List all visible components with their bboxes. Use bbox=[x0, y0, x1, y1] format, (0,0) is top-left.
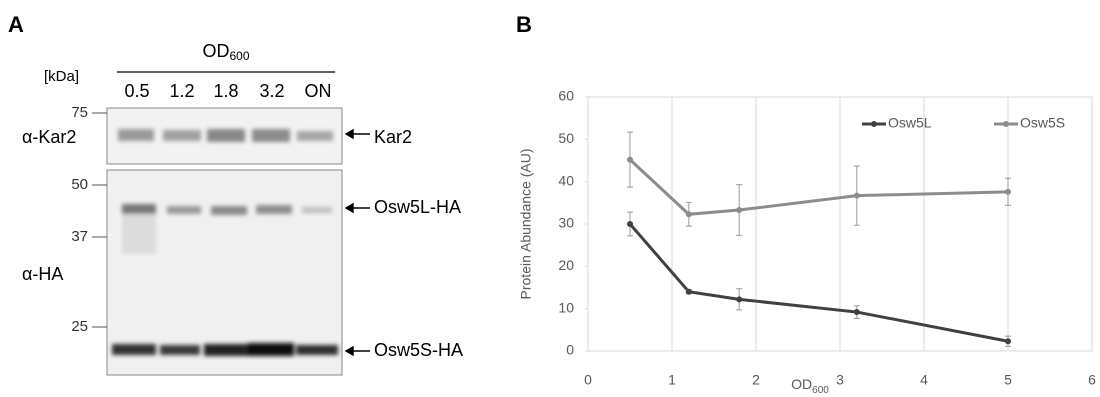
series-line bbox=[630, 224, 1008, 341]
x-axis-label: OD600 bbox=[791, 376, 829, 396]
lane-label: 1.8 bbox=[213, 81, 238, 101]
od-label: OD600 bbox=[202, 41, 249, 63]
kda-label: [kDa] bbox=[44, 68, 79, 85]
figure: A OD600 [kDa] B Protein Abundance (AU) O… bbox=[0, 0, 1100, 397]
lane-label: 0.5 bbox=[124, 81, 149, 101]
x-tick-label: 4 bbox=[920, 372, 928, 388]
x-label-subscript: 600 bbox=[812, 385, 829, 396]
legend-marker bbox=[871, 121, 877, 127]
x-tick-label: 5 bbox=[1004, 372, 1012, 388]
marker-label: 37 bbox=[71, 228, 88, 245]
legend-label: Osw5S bbox=[1020, 115, 1065, 131]
point bbox=[736, 296, 742, 302]
point bbox=[1005, 189, 1011, 195]
y-tick-label: 0 bbox=[566, 342, 574, 358]
point bbox=[627, 221, 633, 227]
x-tick-label: 3 bbox=[836, 372, 844, 388]
od-subscript: 600 bbox=[229, 49, 249, 63]
marker-label: 25 bbox=[71, 318, 88, 335]
band-label: Osw5S-HA bbox=[374, 340, 463, 360]
marker-label: 75 bbox=[71, 104, 88, 121]
antibody-label: α-Kar2 bbox=[22, 127, 76, 147]
x-tick-label: 2 bbox=[752, 372, 760, 388]
series-line bbox=[630, 160, 1008, 215]
panel-label: A bbox=[8, 12, 24, 37]
lane-label: ON bbox=[305, 81, 332, 101]
y-tick-label: 40 bbox=[558, 172, 574, 188]
antibody-label: α-HA bbox=[22, 264, 63, 284]
marker-label: 50 bbox=[71, 176, 88, 193]
point bbox=[627, 157, 633, 163]
y-tick-label: 60 bbox=[558, 88, 574, 104]
point bbox=[854, 193, 860, 199]
legend-marker bbox=[1003, 121, 1009, 127]
point bbox=[854, 309, 860, 315]
point bbox=[736, 207, 742, 213]
band-label: Kar2 bbox=[374, 127, 412, 147]
point bbox=[1005, 338, 1011, 344]
panel-label: B bbox=[516, 12, 532, 37]
y-tick-label: 50 bbox=[558, 130, 574, 146]
point bbox=[686, 211, 692, 217]
y-axis-label: Protein Abundance (AU) bbox=[518, 149, 534, 300]
lane-label: 1.2 bbox=[169, 81, 194, 101]
arrows bbox=[346, 130, 370, 355]
x-label-text: OD bbox=[791, 376, 812, 392]
point bbox=[686, 289, 692, 295]
band-label: Osw5L-HA bbox=[374, 197, 461, 217]
od-text: OD bbox=[202, 41, 229, 61]
x-tick-label: 6 bbox=[1088, 372, 1096, 388]
y-tick-label: 20 bbox=[558, 257, 574, 273]
x-tick-label: 1 bbox=[668, 372, 676, 388]
y-tick-label: 10 bbox=[558, 299, 574, 315]
lane-label: 3.2 bbox=[259, 81, 284, 101]
legend-label: Osw5L bbox=[888, 115, 932, 131]
x-tick-label: 0 bbox=[584, 372, 592, 388]
y-tick-label: 30 bbox=[558, 215, 574, 231]
